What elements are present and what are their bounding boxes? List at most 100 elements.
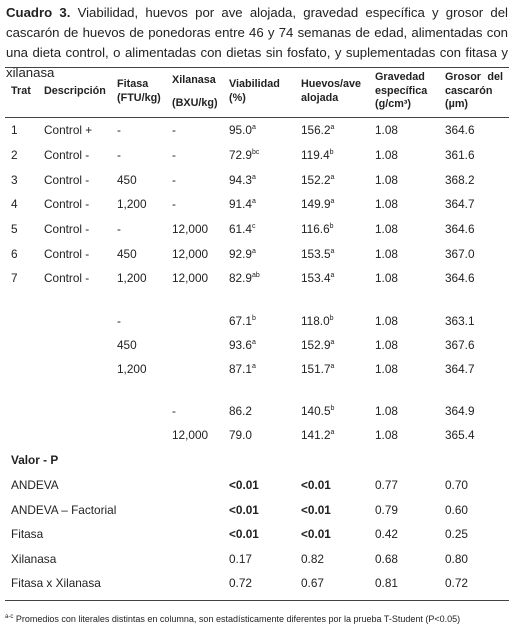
cell-huevos: 118.0b xyxy=(301,314,334,328)
cell-viabilidad-superscript: c xyxy=(251,223,256,231)
pvalue-gravedad: 0.81 xyxy=(375,576,398,590)
cell-fitasa: - xyxy=(117,222,121,236)
cell-grosor: 364.9 xyxy=(445,404,475,418)
cell-huevos: 149.9a xyxy=(301,197,335,211)
cell-gravedad: 1.08 xyxy=(375,173,398,187)
header-fitasa: Fitasa xyxy=(117,78,149,90)
cell-grosor: 364.6 xyxy=(445,222,475,236)
header-descripcion: Descripción xyxy=(44,85,106,97)
cell-viabilidad-superscript: a xyxy=(251,248,256,256)
cell-grosor: 367.6 xyxy=(445,338,475,352)
header-grosor: Grosor del xyxy=(445,71,503,83)
header-viabilidad: (%) xyxy=(229,92,246,104)
table-bottom-rule xyxy=(5,600,509,601)
cell-fitasa: 1,200 xyxy=(117,362,147,376)
cell-trat: 4 xyxy=(11,197,18,211)
cell-huevos: 152.9a xyxy=(301,338,335,352)
pvalue-viabilidad: <0.01 xyxy=(229,527,259,541)
cell-xilanasa: 12,000 xyxy=(172,247,209,261)
cell-huevos-superscript: a xyxy=(330,248,335,256)
cell-huevos-superscript: a xyxy=(330,339,335,347)
cell-trat: 5 xyxy=(11,222,18,236)
cell-trat: 6 xyxy=(11,247,18,261)
header-rule xyxy=(5,117,509,118)
cell-huevos: 156.2a xyxy=(301,123,335,137)
cell-xilanasa: - xyxy=(172,404,176,418)
cell-gravedad: 1.08 xyxy=(375,338,398,352)
header-fitasa: (FTU/kg) xyxy=(117,92,161,104)
table-caption: Cuadro 3. Viabilidad, huevos por ave alo… xyxy=(6,3,508,83)
cell-descripcion: Control - xyxy=(44,247,90,261)
cell-huevos: 140.5b xyxy=(301,404,335,418)
cell-descripcion: Control + xyxy=(44,123,93,137)
caption-label: Cuadro 3. xyxy=(6,5,71,20)
footnote-superscript: a-c xyxy=(5,614,14,620)
cell-descripcion: Control - xyxy=(44,197,90,211)
pvalue-huevos: 0.82 xyxy=(301,552,324,566)
pvalue-gravedad: 0.79 xyxy=(375,503,398,517)
pvalue-huevos: <0.01 xyxy=(301,478,331,492)
header-trat: Trat xyxy=(11,85,31,97)
pvalues-title: Valor - P xyxy=(11,453,59,467)
cell-trat: 2 xyxy=(11,148,18,162)
cell-huevos: 153.4a xyxy=(301,271,335,285)
cell-viabilidad-superscript: a xyxy=(251,339,256,347)
cell-grosor: 365.4 xyxy=(445,428,475,442)
cell-viabilidad-superscript: a xyxy=(251,174,256,182)
cell-viabilidad: 79.0 xyxy=(229,428,252,442)
cell-huevos-superscript: b xyxy=(329,315,334,323)
cell-huevos-superscript: a xyxy=(330,198,335,206)
header-xilanasa-unit: (BXU/kg) xyxy=(172,97,218,109)
cell-viabilidad: 67.1b xyxy=(229,314,256,328)
cell-grosor: 363.1 xyxy=(445,314,475,328)
cell-grosor: 367.0 xyxy=(445,247,475,261)
cell-fitasa: 1,200 xyxy=(117,197,147,211)
cell-viabilidad: 91.4a xyxy=(229,197,256,211)
pvalue-huevos: 0.67 xyxy=(301,576,324,590)
cell-huevos-superscript: b xyxy=(329,149,334,157)
cell-gravedad: 1.08 xyxy=(375,404,398,418)
cell-viabilidad: 94.3a xyxy=(229,173,256,187)
cell-descripcion: Control - xyxy=(44,222,90,236)
pvalue-label: Fitasa xyxy=(11,527,44,541)
pvalue-grosor: 0.25 xyxy=(445,527,468,541)
cell-fitasa: - xyxy=(117,148,121,162)
cell-gravedad: 1.08 xyxy=(375,362,398,376)
cell-fitasa: 450 xyxy=(117,173,137,187)
cell-huevos-superscript: a xyxy=(330,363,335,371)
cell-gravedad: 1.08 xyxy=(375,197,398,211)
pvalue-label: ANDEVA xyxy=(11,478,59,492)
cell-gravedad: 1.08 xyxy=(375,247,398,261)
cell-xilanasa: - xyxy=(172,123,176,137)
cell-fitasa: - xyxy=(117,314,121,328)
cell-trat: 3 xyxy=(11,173,18,187)
header-grosor: cascarón xyxy=(445,84,493,97)
cell-huevos: 119.4b xyxy=(301,148,334,162)
cell-huevos: 153.5a xyxy=(301,247,335,261)
cell-viabilidad: 72.9bc xyxy=(229,148,260,162)
cell-huevos-superscript: b xyxy=(329,223,334,231)
cell-gravedad: 1.08 xyxy=(375,222,398,236)
cell-huevos-superscript: b xyxy=(330,405,335,413)
cell-viabilidad: 93.6a xyxy=(229,338,256,352)
cell-huevos-superscript: a xyxy=(330,124,335,132)
pvalue-viabilidad: 0.72 xyxy=(229,576,252,590)
cell-gravedad: 1.08 xyxy=(375,428,398,442)
cell-gravedad: 1.08 xyxy=(375,123,398,137)
cell-viabilidad-superscript: b xyxy=(251,315,256,323)
cell-xilanasa: 12,000 xyxy=(172,222,209,236)
cell-grosor: 361.6 xyxy=(445,148,475,162)
cell-xilanasa: 12,000 xyxy=(172,428,209,442)
cell-huevos-superscript: a xyxy=(330,174,335,182)
cell-huevos: 152.2a xyxy=(301,173,335,187)
caption-text: Viabilidad, huevos por ave alojada, grav… xyxy=(6,5,508,80)
pvalue-label: Xilanasa xyxy=(11,552,57,566)
cell-gravedad: 1.08 xyxy=(375,148,398,162)
header-viabilidad: Viabilidad xyxy=(229,78,280,90)
cell-grosor: 368.2 xyxy=(445,173,475,187)
cell-grosor: 364.6 xyxy=(445,123,475,137)
pvalue-viabilidad: 0.17 xyxy=(229,552,252,566)
cell-huevos: 116.6b xyxy=(301,222,334,236)
cell-descripcion: Control - xyxy=(44,148,90,162)
cell-grosor: 364.7 xyxy=(445,362,475,376)
